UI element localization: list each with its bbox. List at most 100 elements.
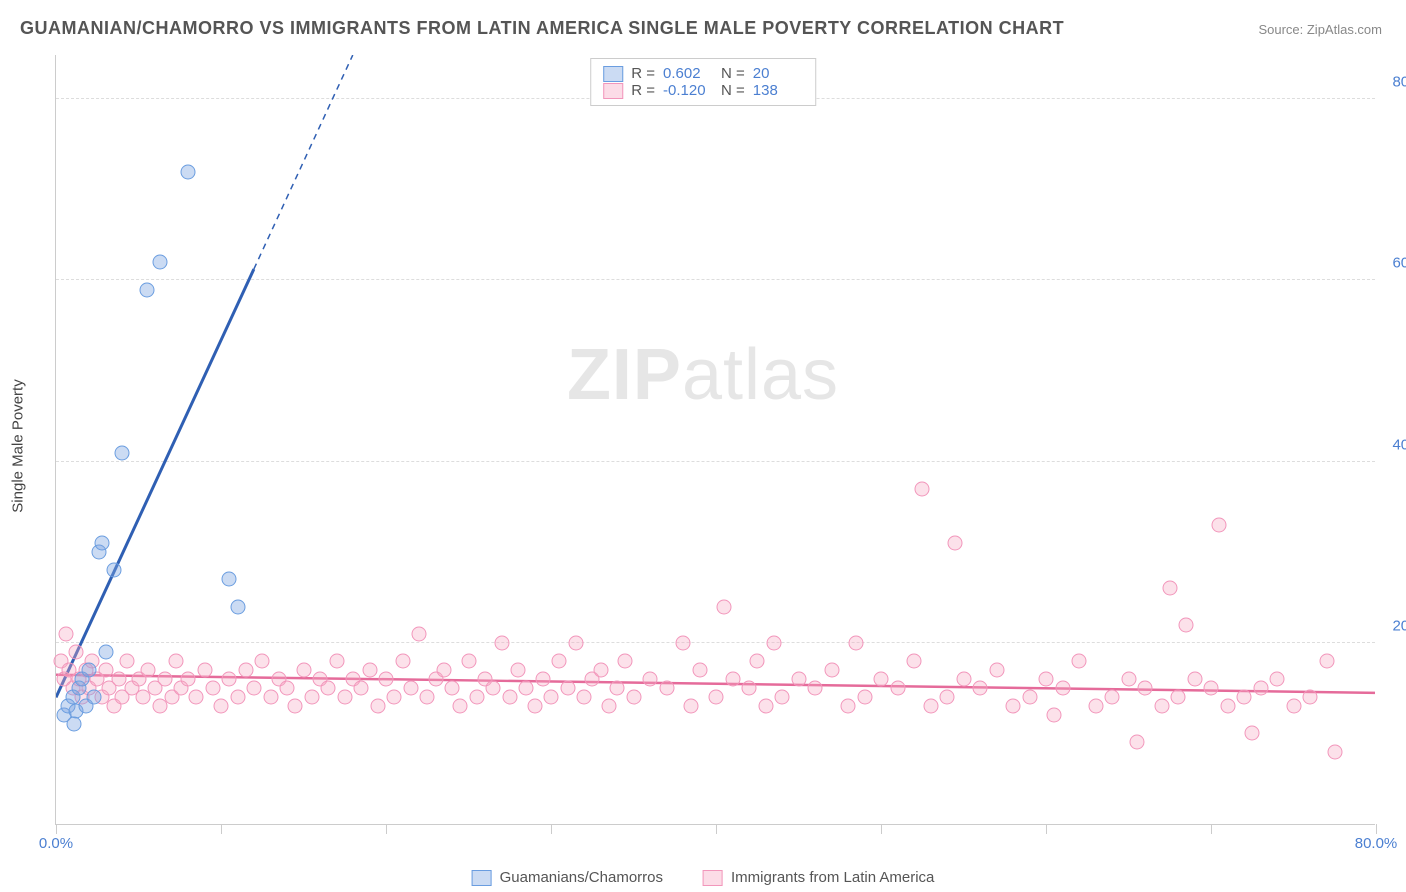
x-tick [1046,824,1047,834]
data-point [387,690,402,705]
data-point [544,690,559,705]
data-point [568,635,583,650]
data-point [86,690,101,705]
data-point [453,699,468,714]
data-point [725,672,740,687]
data-point [1047,708,1062,723]
data-point [659,681,674,696]
legend-swatch [603,83,623,99]
data-point [849,635,864,650]
data-point [775,690,790,705]
x-tick [386,824,387,834]
data-point [535,672,550,687]
data-point [205,681,220,696]
data-point [412,626,427,641]
x-tick [551,824,552,834]
data-point [98,644,113,659]
data-point [263,690,278,705]
data-point [1121,672,1136,687]
data-point [152,255,167,270]
data-point [989,663,1004,678]
data-point [362,663,377,678]
data-point [139,282,154,297]
data-point [337,690,352,705]
data-point [791,672,806,687]
data-point [601,699,616,714]
x-tick [1376,824,1377,834]
stat-n-label: N = [721,82,745,99]
data-point [1022,690,1037,705]
data-point [247,681,262,696]
data-point [304,690,319,705]
data-point [527,699,542,714]
data-point [1237,690,1252,705]
data-point [395,653,410,668]
stat-r-value: -0.120 [663,82,713,99]
data-point [1245,726,1260,741]
data-point [230,599,245,614]
data-point [940,690,955,705]
data-point [1327,744,1342,759]
stat-r-value: 0.602 [663,65,713,82]
x-tick [221,824,222,834]
stat-r-label: R = [631,65,655,82]
chart-plot-area: 20.0%40.0%60.0%80.0%0.0%80.0% [55,55,1375,825]
source-prefix: Source: [1258,22,1306,37]
data-point [111,672,126,687]
data-point [1154,699,1169,714]
data-point [577,690,592,705]
data-point [181,164,196,179]
data-point [1138,681,1153,696]
data-point [676,635,691,650]
data-point [766,635,781,650]
data-point [907,653,922,668]
data-point [379,672,394,687]
stat-n-value: 138 [753,82,803,99]
data-point [197,663,212,678]
data-point [141,663,156,678]
data-point [948,536,963,551]
data-point [115,445,130,460]
legend-swatch [703,870,723,886]
legend-label: Immigrants from Latin America [731,869,934,886]
stats-legend-box: R =0.602N =20R =-0.120N =138 [590,58,816,106]
data-point [403,681,418,696]
data-point [618,653,633,668]
data-point [67,717,82,732]
data-point [288,699,303,714]
data-point [841,699,856,714]
data-point [1204,681,1219,696]
data-point [502,690,517,705]
data-point [1270,672,1285,687]
legend-item: Guamanians/Chamorros [472,869,663,886]
data-point [808,681,823,696]
data-point [709,690,724,705]
data-point [255,653,270,668]
data-point [1286,699,1301,714]
data-point [758,699,773,714]
data-point [1171,690,1186,705]
data-point [1055,681,1070,696]
data-point [169,653,184,668]
data-point [222,572,237,587]
data-point [1129,735,1144,750]
x-tick-label: 80.0% [1355,835,1398,852]
data-point [420,690,435,705]
data-point [626,690,641,705]
y-tick-label: 60.0% [1392,255,1406,272]
data-point [321,681,336,696]
data-point [68,644,83,659]
data-point [280,681,295,696]
legend-item: Immigrants from Latin America [703,869,934,886]
series-legend: Guamanians/Chamorros Immigrants from Lati… [472,869,935,886]
data-point [1253,681,1268,696]
data-point [750,653,765,668]
data-point [461,653,476,668]
data-point [58,626,73,641]
y-tick-label: 40.0% [1392,436,1406,453]
data-point [436,663,451,678]
data-point [1105,690,1120,705]
data-point [874,672,889,687]
data-point [857,690,872,705]
x-tick [1211,824,1212,834]
